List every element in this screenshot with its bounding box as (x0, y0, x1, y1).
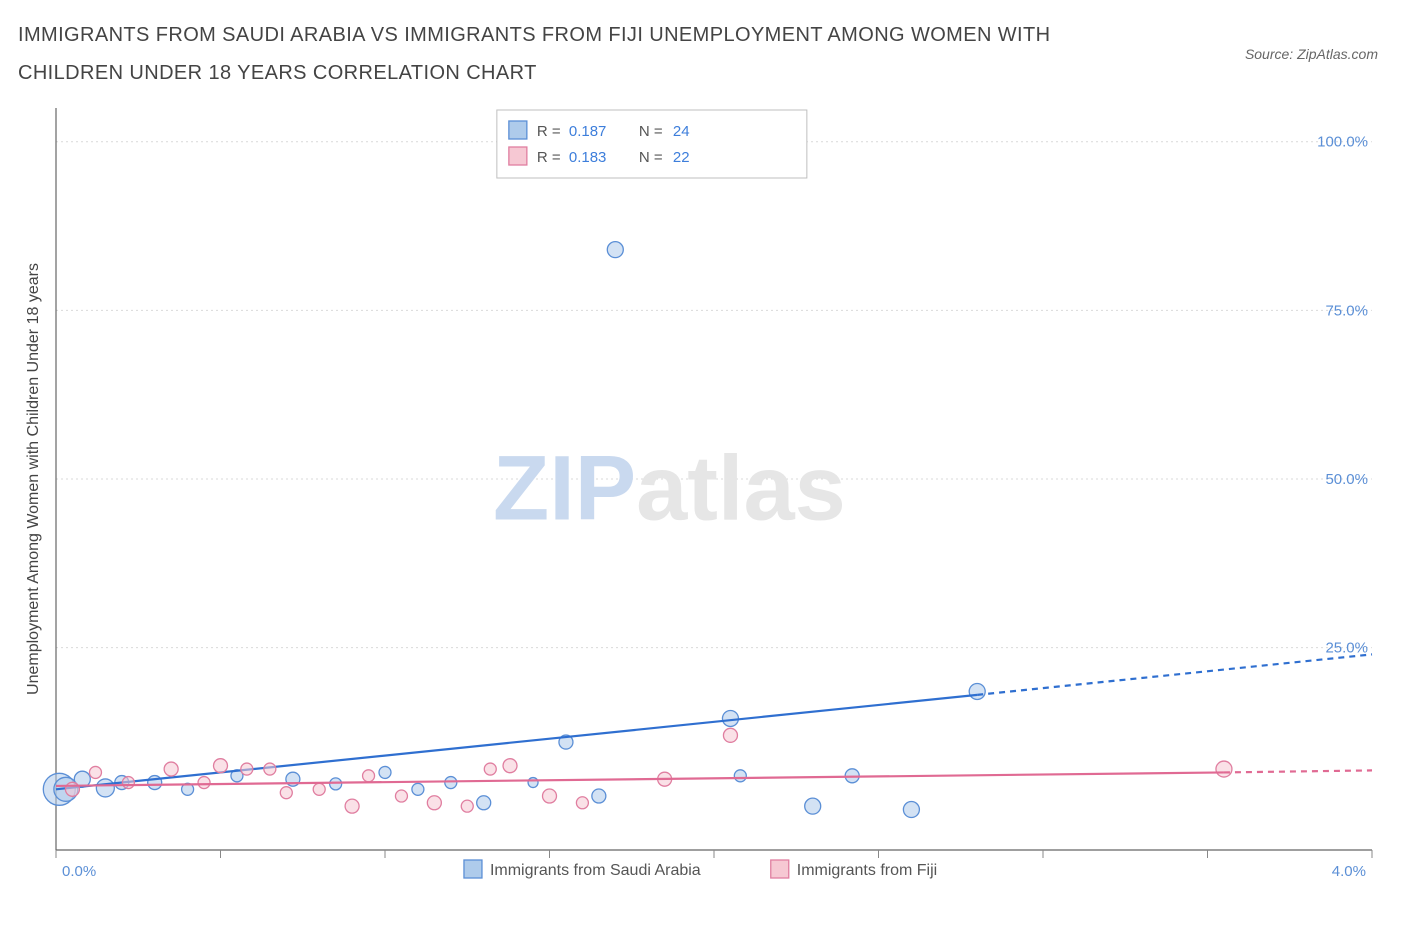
y-tick-label: 100.0% (1317, 134, 1368, 151)
data-point (412, 783, 424, 795)
y-axis-title: Unemployment Among Women with Children U… (25, 263, 42, 695)
legend-r-value: 0.183 (569, 149, 607, 166)
y-tick-label: 50.0% (1325, 471, 1368, 488)
bottom-legend-label: Immigrants from Saudi Arabia (490, 862, 701, 879)
correlation-scatter-chart: 25.0% 50.0% 75.0% 100.0% 0.0% 4.0% Unemploymen… (18, 100, 1388, 890)
data-point (969, 683, 985, 699)
legend-r-label: R = (537, 149, 561, 166)
data-point (576, 797, 588, 809)
chart-title: IMMIGRANTS FROM SAUDI ARABIA VS IMMIGRAN… (18, 16, 1118, 92)
data-point (65, 782, 79, 796)
bottom-legend-swatch (771, 860, 789, 878)
data-point (503, 759, 517, 773)
data-point (477, 796, 491, 810)
data-point (164, 762, 178, 776)
legend-r-value: 0.187 (569, 123, 607, 140)
data-point (345, 799, 359, 813)
legend-n-value: 24 (673, 123, 690, 140)
source-attribution: Source: ZipAtlas.com (1245, 16, 1378, 62)
data-point (607, 242, 623, 258)
data-point (89, 766, 101, 778)
data-point (903, 802, 919, 818)
data-point (379, 766, 391, 778)
data-point (484, 763, 496, 775)
y-tick-label: 25.0% (1325, 640, 1368, 657)
chart-container: 25.0% 50.0% 75.0% 100.0% 0.0% 4.0% Unemploymen… (18, 100, 1388, 890)
legend-n-value: 22 (673, 149, 690, 166)
data-point (592, 789, 606, 803)
data-point (330, 778, 342, 790)
data-point (427, 796, 441, 810)
data-point (96, 779, 114, 797)
data-point (313, 783, 325, 795)
x-tick-label: 0.0% (62, 863, 96, 880)
legend-box (497, 110, 807, 178)
legend-n-label: N = (639, 149, 663, 166)
data-point (363, 770, 375, 782)
legend-swatch (509, 121, 527, 139)
data-point (395, 790, 407, 802)
header-row: IMMIGRANTS FROM SAUDI ARABIA VS IMMIGRAN… (0, 0, 1406, 92)
data-point (214, 759, 228, 773)
data-point (461, 800, 473, 812)
legend-swatch (509, 147, 527, 165)
data-point (122, 777, 134, 789)
data-point (543, 789, 557, 803)
bottom-legend-label: Immigrants from Fiji (797, 862, 937, 879)
bottom-legend-swatch (464, 860, 482, 878)
data-point (445, 777, 457, 789)
y-tick-label: 75.0% (1325, 302, 1368, 319)
data-point (734, 770, 746, 782)
data-point (264, 763, 276, 775)
legend-r-label: R = (537, 123, 561, 140)
data-point (722, 710, 738, 726)
data-point (723, 728, 737, 742)
x-tick-label: 4.0% (1332, 863, 1366, 880)
data-point (198, 777, 210, 789)
data-point (280, 787, 292, 799)
legend-n-label: N = (639, 123, 663, 140)
data-point (805, 798, 821, 814)
data-point (1216, 761, 1232, 777)
data-point (241, 763, 253, 775)
data-point (528, 778, 538, 788)
